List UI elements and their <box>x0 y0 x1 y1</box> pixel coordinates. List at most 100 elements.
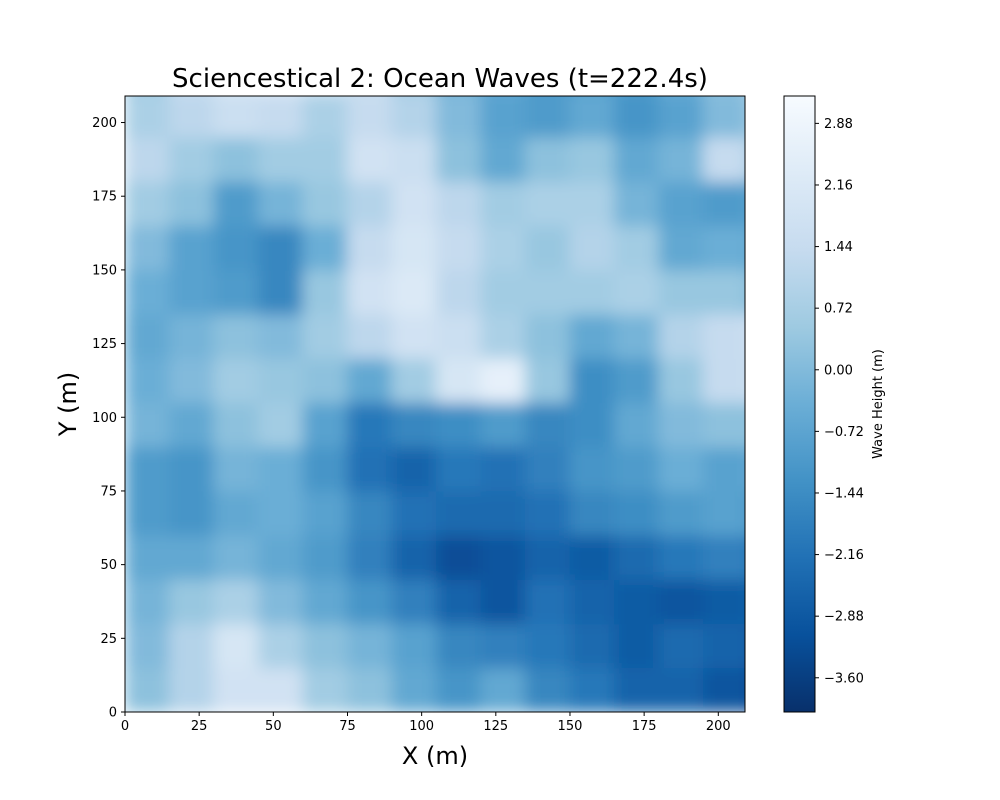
y-tick-label: 150 <box>92 263 117 278</box>
heatmap-cell <box>346 490 393 536</box>
heatmap-cell <box>702 225 745 271</box>
colorbar-gradient <box>783 95 816 713</box>
heatmap-cell <box>391 136 437 182</box>
heatmap-cell <box>346 269 393 315</box>
heatmap-cell <box>702 578 745 625</box>
heatmap-cell <box>346 446 393 492</box>
heatmap-cell <box>524 446 571 492</box>
heatmap-cell <box>524 180 571 227</box>
y-tick-label: 100 <box>92 411 117 426</box>
heatmap-cell <box>613 225 660 271</box>
heatmap-cell <box>391 578 437 625</box>
heatmap-cell <box>613 357 660 404</box>
heatmap-cell <box>480 313 526 359</box>
heatmap-cell <box>302 534 348 580</box>
heatmap-cell <box>257 446 304 492</box>
heatmap-cell <box>613 269 660 315</box>
colorbar-tick-label: 0.00 <box>824 363 853 378</box>
x-tick-label: 75 <box>339 719 356 734</box>
heatmap-cell <box>302 136 348 182</box>
heatmap-cell <box>435 446 482 492</box>
heatmap-cell <box>702 357 745 404</box>
heatmap-cell <box>346 534 393 580</box>
heatmap-cell <box>702 136 745 182</box>
heatmap-cell <box>435 313 482 359</box>
heatmap-cell <box>524 357 571 404</box>
x-tick-label: 0 <box>121 719 129 734</box>
x-tick-label: 200 <box>706 719 731 734</box>
heatmap-cell <box>658 180 704 227</box>
heatmap-cell <box>213 667 259 712</box>
heatmap-cell <box>613 578 660 625</box>
heatmap-plot-area <box>125 48 792 712</box>
heatmap-cell <box>480 623 526 669</box>
heatmap-cell <box>658 534 704 580</box>
heatmap-cell <box>125 667 170 712</box>
colorbar-ticks: 2.88 2.16 1.44 0.72 0.00 −0.72 −1.44 −2.16 −2.88… <box>815 117 864 686</box>
heatmap-cell <box>213 180 259 227</box>
heatmap-cell <box>391 225 437 271</box>
heatmap-cell <box>213 225 259 271</box>
heatmap-cell <box>257 357 304 404</box>
heatmap-cell <box>658 269 704 315</box>
heatmap-cell <box>302 667 348 712</box>
heatmap-cell <box>125 623 170 669</box>
heatmap-cell <box>658 402 704 448</box>
heatmap-cell <box>480 269 526 315</box>
heatmap-cell <box>391 667 437 712</box>
heatmap-cell <box>302 313 348 359</box>
heatmap-cell <box>702 402 745 448</box>
heatmap-cell <box>524 578 571 625</box>
colorbar: 2.88 2.16 1.44 0.72 0.00 −0.72 −1.44 −2.16 −2.88… <box>783 95 886 713</box>
heatmap-cell <box>480 225 526 271</box>
heatmap-cell <box>346 578 393 625</box>
heatmap-cell <box>435 180 482 227</box>
heatmap-cell <box>257 578 304 625</box>
heatmap-cell <box>346 402 393 448</box>
heatmap-cell <box>125 534 170 580</box>
heatmap-cell <box>480 402 526 448</box>
heatmap-cell <box>302 269 348 315</box>
heatmap-cell <box>213 357 259 404</box>
heatmap-cell <box>702 96 745 138</box>
heatmap-cells <box>125 48 792 712</box>
heatmap-cell <box>569 623 615 669</box>
chart-title: Sciencestical 2: Ocean Waves (t=222.4s) <box>172 64 708 94</box>
heatmap-cell <box>613 313 660 359</box>
heatmap-cell <box>435 534 482 580</box>
heatmap-cell <box>480 534 526 580</box>
heatmap-cell <box>613 490 660 536</box>
heatmap-cell <box>391 180 437 227</box>
heatmap-cell <box>658 313 704 359</box>
heatmap-cell <box>213 446 259 492</box>
heatmap-cell <box>658 225 704 271</box>
heatmap-cell <box>524 136 571 182</box>
plot-frame <box>124 95 746 713</box>
heatmap-cell <box>480 136 526 182</box>
x-tick-label: 50 <box>265 719 282 734</box>
heatmap-cell <box>168 313 215 359</box>
heatmap-cell <box>257 269 304 315</box>
heatmap-cell <box>480 578 526 625</box>
heatmap-cell <box>346 623 393 669</box>
heatmap-cell <box>168 534 215 580</box>
y-tick-label: 175 <box>92 190 117 205</box>
heatmap-cell <box>435 623 482 669</box>
heatmap-cell <box>391 357 437 404</box>
heatmap-cell <box>168 180 215 227</box>
colorbar-tick-label: 1.44 <box>824 240 853 255</box>
x-tick-label: 100 <box>409 719 434 734</box>
heatmap-cell <box>747 48 792 93</box>
heatmap-cell <box>569 490 615 536</box>
heatmap-cell <box>125 96 170 138</box>
heatmap-cell <box>168 446 215 492</box>
heatmap-cell <box>257 623 304 669</box>
heatmap-cell <box>658 96 704 138</box>
heatmap-cell <box>524 96 571 138</box>
heatmap-cell <box>257 402 304 448</box>
y-tick-label: 50 <box>100 558 117 573</box>
heatmap-cell <box>125 225 170 271</box>
heatmap-cell <box>168 269 215 315</box>
heatmap-cell <box>613 180 660 227</box>
heatmap-cell <box>569 225 615 271</box>
